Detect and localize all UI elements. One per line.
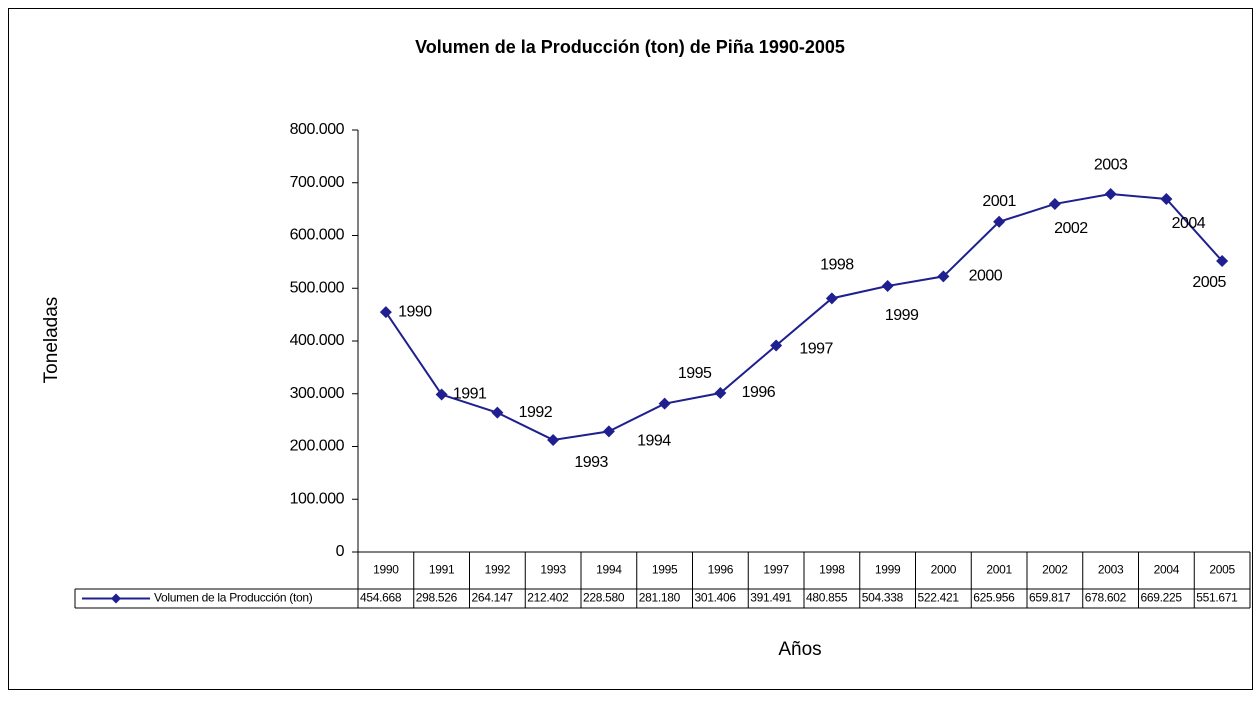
point-label: 1994	[637, 433, 671, 450]
y-tick-label: 500.000	[290, 279, 345, 296]
point	[770, 339, 783, 352]
y-tick-label: 100.000	[290, 490, 345, 507]
point-label: 2002	[1054, 220, 1088, 237]
point	[547, 433, 560, 446]
table-value: 264.147	[472, 591, 514, 605]
table-value: 212.402	[527, 591, 569, 605]
x-tick-label: 1996	[708, 563, 734, 577]
y-tick-label: 0	[336, 543, 345, 560]
point-label: 2003	[1094, 156, 1128, 173]
legend-label: Volumen de la Producción (ton)	[154, 591, 313, 605]
point-label: 1992	[519, 404, 553, 421]
table-value: 298.526	[416, 591, 458, 605]
legend-marker	[111, 593, 121, 604]
point	[602, 425, 615, 438]
x-tick-label: 2002	[1042, 563, 1068, 577]
table-value: 678.602	[1085, 591, 1127, 605]
table-value: 625.956	[973, 591, 1015, 605]
line	[385, 193, 1223, 441]
point	[1216, 254, 1229, 267]
table-value: 504.338	[862, 591, 904, 605]
point	[1160, 192, 1173, 205]
y-tick-label: 400.000	[290, 332, 345, 349]
x-tick-label: 1992	[485, 563, 511, 577]
y-tick-label: 700.000	[290, 174, 345, 191]
y-tick-label: 200.000	[290, 438, 345, 455]
y-axis-title: Toneladas	[41, 297, 62, 384]
point-label: 2005	[1192, 274, 1226, 291]
point	[993, 215, 1006, 228]
point-label: 1995	[678, 365, 712, 382]
x-tick-label: 2003	[1098, 563, 1124, 577]
x-tick-label: 1995	[652, 563, 678, 577]
chart-border	[8, 8, 1253, 690]
table-value: 551.671	[1196, 591, 1238, 605]
point	[379, 306, 392, 319]
point-label: 2001	[982, 193, 1016, 210]
point-label: 1998	[820, 257, 854, 274]
point-label: 1996	[742, 384, 776, 401]
table-value: 659.817	[1029, 591, 1071, 605]
y-tick-label: 300.000	[290, 385, 345, 402]
x-tick-label: 2004	[1154, 563, 1180, 577]
point	[937, 270, 950, 283]
point	[1048, 197, 1061, 210]
point	[491, 406, 504, 419]
table-value: 391.491	[750, 591, 792, 605]
x-tick-label: 1998	[819, 563, 845, 577]
point-label: 2004	[1172, 215, 1206, 232]
point-label: 1993	[574, 454, 608, 471]
point-label: 1997	[799, 341, 833, 358]
point	[825, 292, 838, 305]
table-value: 669.225	[1141, 591, 1183, 605]
table-value: 522.421	[918, 591, 960, 605]
point	[714, 387, 727, 400]
table-value: 454.668	[360, 591, 402, 605]
x-tick-label: 1990	[373, 563, 399, 577]
table-value: 301.406	[695, 591, 737, 605]
x-tick-label: 2005	[1209, 563, 1235, 577]
x-tick-label: 1993	[540, 563, 566, 577]
table-value: 228.580	[583, 591, 625, 605]
x-tick-label: 2001	[986, 563, 1012, 577]
x-tick-label: 2000	[931, 563, 957, 577]
x-tick-label: 1997	[763, 563, 789, 577]
table-value: 281.180	[639, 591, 681, 605]
point	[1104, 188, 1117, 201]
point-label: 1999	[885, 307, 919, 324]
point	[881, 279, 894, 292]
x-tick-label: 1999	[875, 563, 901, 577]
point-label: 1991	[453, 386, 487, 403]
x-tick-label: 1991	[429, 563, 455, 577]
y-tick-label: 800.000	[290, 121, 345, 138]
chart-title: Volumen de la Producción (ton) de Piña 1…	[415, 37, 845, 57]
y-tick-label: 600.000	[290, 227, 345, 244]
point	[658, 397, 671, 410]
x-axis-title: Años	[778, 639, 821, 660]
point	[435, 388, 448, 401]
x-tick-label: 1994	[596, 563, 622, 577]
point-label: 2000	[969, 268, 1003, 285]
table-value: 480.855	[806, 591, 848, 605]
point-label: 1990	[398, 303, 432, 320]
